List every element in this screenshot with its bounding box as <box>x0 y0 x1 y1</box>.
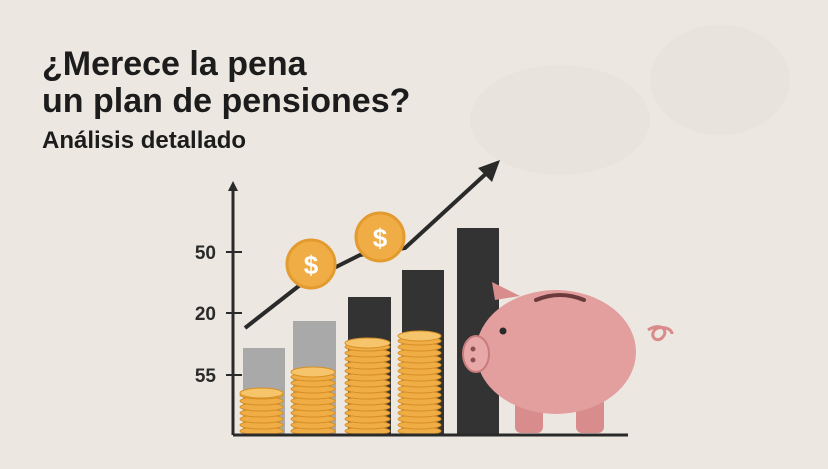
axis-label: 20 <box>195 304 216 325</box>
coin-top <box>290 366 336 378</box>
axis-arrow <box>228 181 238 191</box>
pig-eye <box>499 327 507 335</box>
background-blot <box>470 65 650 175</box>
pig-tail <box>647 325 674 342</box>
coin <box>354 211 406 263</box>
pig-nostril <box>470 357 476 363</box>
coin-symbol: $ <box>304 250 319 280</box>
pig-nostril <box>470 346 476 352</box>
coin-top <box>397 330 442 342</box>
coin-symbol: $ <box>373 223 388 253</box>
pig-slot <box>534 293 586 302</box>
background-blot <box>650 25 790 135</box>
coin <box>285 238 337 290</box>
trend-arrowhead <box>478 160 500 182</box>
title-line: ¿Merece la pena <box>42 45 308 83</box>
coin-top <box>344 337 391 349</box>
piggy-bank <box>462 282 674 433</box>
coin-top <box>239 387 284 399</box>
axis-label: 55 <box>195 366 217 387</box>
subtitle: Análisis detallado <box>42 127 246 154</box>
coin-stacks <box>239 330 442 436</box>
pig-snout <box>462 335 490 373</box>
pig-ear <box>492 282 520 300</box>
title-line: un plan de pensiones? <box>42 82 410 120</box>
pig-body <box>476 290 636 414</box>
axis-label: 50 <box>195 243 216 264</box>
trend-arrow <box>243 168 492 330</box>
